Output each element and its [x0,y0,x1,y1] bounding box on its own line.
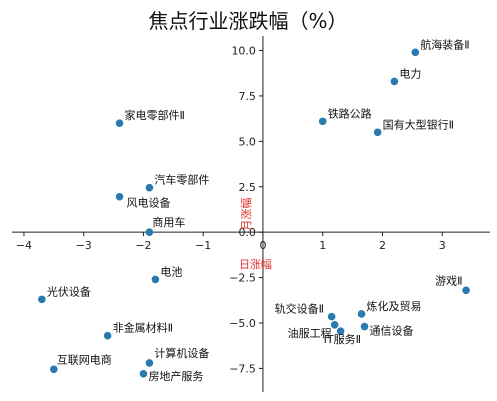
x-tick-label: −4 [16,239,32,252]
x-tick-label: 2 [379,239,386,252]
data-point [151,275,160,284]
point-label: 游戏Ⅱ [435,274,462,287]
point-label: 炼化及贸易 [367,299,422,313]
data-point [357,310,366,318]
data-point [38,295,46,304]
data-point [103,331,112,340]
data-point [115,192,124,201]
point-label: 航海装备Ⅱ [420,37,469,51]
x-tick-label: 1 [319,239,326,252]
data-point [336,327,345,335]
x-tick-label: 3 [439,239,446,252]
x-tick-label: 0 [259,239,266,252]
data-point [360,322,369,331]
point-label: 光伏设备 [47,284,91,298]
axes [12,36,490,392]
y-tick-label: −5.0 [229,317,256,330]
data-point [145,359,154,367]
point-label: 非金属材料Ⅱ [113,321,173,335]
data-point [373,128,382,137]
data-point [139,370,148,378]
point-label: 电池 [160,265,182,278]
y-tick-label: −7.5 [229,362,256,375]
point-label: 汽车零部件 [154,173,209,187]
point-label: 房地产服务 [148,369,203,383]
point-label: 铁路公路 [328,107,372,120]
point-label: 风电设备 [127,196,171,210]
data-point [145,183,154,192]
point-label: 商用车 [152,215,185,229]
x-tick-label: −3 [76,239,92,252]
data-point [115,119,124,127]
data-points [38,48,470,378]
y-tick-label: 2.5 [238,181,256,194]
data-point [145,228,154,236]
point-label: IT服务Ⅱ [324,333,361,346]
y-tick-label: 5.0 [238,135,256,148]
y-tick-label: 10.0 [231,45,256,58]
point-label: 电力 [399,67,421,80]
y-tick-label: 0.0 [238,226,256,239]
y-tick-label: −2.5 [229,272,256,285]
data-point [462,286,470,295]
data-point [327,312,336,321]
point-label: 油服工程 [288,326,332,340]
x-tick-label: −2 [135,239,151,252]
y-tick-label: 7.5 [238,90,256,103]
point-label: 国有大型银行Ⅱ [383,117,454,131]
data-point [390,77,399,86]
chart-title: 焦点行业涨跌幅（%） [148,9,347,33]
point-label: 通信设备 [370,324,414,338]
x-axis-label: 日涨幅 [239,258,272,271]
data-point [411,48,420,57]
data-point [50,365,58,374]
ticks: −4 −3 −2 −1 0 1 2 3 −7.5 −5.0 −2.5 0.0 2.5 5.0 7.5 10.0 [16,45,446,376]
point-label: 计算机设备 [154,346,209,360]
point-label: 互联网电商 [57,352,112,366]
data-point [318,117,327,126]
point-label: 轨交设备Ⅱ [275,302,324,316]
x-tick-label: −1 [195,239,211,252]
data-point [330,320,339,329]
y-axis-label: 月涨幅 [240,198,253,231]
point-label: 家电零部件Ⅱ [125,108,185,122]
